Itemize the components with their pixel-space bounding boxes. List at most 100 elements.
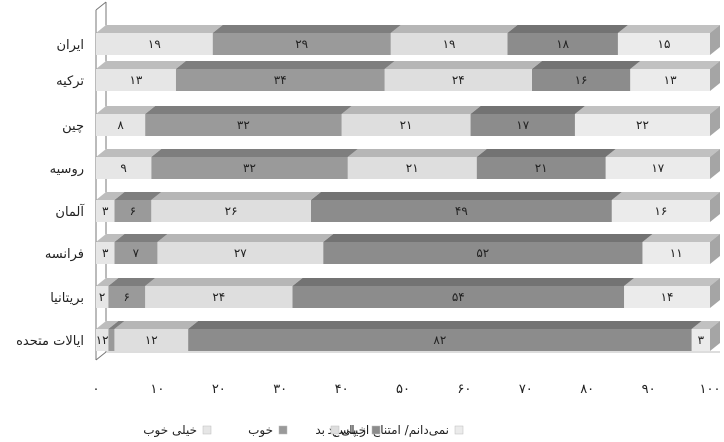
- bar-segment: ۹: [96, 149, 162, 179]
- bar-segment-front: [212, 33, 391, 55]
- bar-segment-top: [114, 321, 199, 329]
- bar-segment: ۱۸: [507, 25, 628, 55]
- bar-value-label: ۳۲: [243, 161, 256, 175]
- bar-side: [710, 25, 720, 55]
- bar-segment-front: [691, 329, 710, 351]
- bar-segment-front: [145, 286, 293, 308]
- bar-segment-top: [108, 321, 125, 329]
- bar-side: [710, 278, 720, 308]
- bar-segment-front: [151, 200, 311, 222]
- bar-segment: ۱۷: [470, 106, 585, 136]
- frame-floor-edge: [95, 351, 107, 361]
- bar-value-label: ۱۲: [145, 333, 158, 347]
- legend-swatch: [330, 425, 340, 435]
- legend-label: بد: [315, 423, 325, 437]
- bar-segment: ۲۴: [384, 61, 542, 91]
- category-label: آلمان: [55, 203, 85, 220]
- bar-value-label: ۵۲: [476, 246, 489, 260]
- bar-segment-top: [323, 234, 653, 242]
- bar-side: [710, 321, 720, 351]
- bar-segment-top: [145, 106, 352, 114]
- bar-value-label: ۱۴: [661, 290, 674, 304]
- bar-segment-top: [630, 61, 720, 69]
- legend-swatch: [202, 425, 212, 435]
- bar-value-label: ۲۷: [234, 246, 247, 260]
- bar-segment-top: [531, 61, 641, 69]
- bar-segment: ۲۶: [151, 192, 321, 222]
- bar-value-label: ۱۷: [651, 161, 664, 175]
- bar-segment-top: [188, 321, 702, 329]
- bar-segment: ۶: [114, 192, 162, 222]
- category-label: روسیه: [50, 162, 84, 177]
- bar-segment-top: [611, 192, 720, 200]
- bar-segment: ۱۷: [605, 149, 720, 179]
- x-tick-label: ۷۰: [519, 382, 533, 397]
- bar-value-label: ۸۲: [433, 333, 446, 347]
- bar-value-label: ۳: [102, 246, 109, 260]
- bar-segment-top: [96, 321, 119, 329]
- x-tick-label: ۹۰: [642, 382, 656, 397]
- bar-segment-front: [624, 286, 710, 308]
- bar-value-label: ۱۶: [575, 73, 588, 87]
- legend-item: خیلی خوب: [143, 423, 212, 438]
- bar-segment-front: [531, 69, 631, 91]
- bar-value-label: ۴۹: [455, 204, 468, 218]
- bar-segment-front: [96, 200, 115, 222]
- bar-value-label: ۱۲: [96, 333, 109, 347]
- bar-segment-top: [390, 25, 518, 33]
- bar-segment-top: [605, 149, 720, 157]
- bar-value-label: ۱۹: [148, 37, 161, 51]
- bar-segment-front: [96, 69, 176, 91]
- bar-segment-top: [617, 25, 720, 33]
- bar-segment: ۱۲: [96, 321, 119, 351]
- bar-value-label: ۳: [698, 333, 705, 347]
- bar-segment-top: [114, 192, 162, 200]
- bars-group: ۱۵۱۸۱۹۲۹۱۹۱۳۱۶۲۴۳۴۱۳۲۲۱۷۲۱۳۲۸۱۷۲۱۲۱۳۲۹۱۶…: [96, 25, 720, 351]
- bar-segment-front: [470, 114, 575, 136]
- bar-segment-top: [114, 234, 168, 242]
- bar-segment: ۷: [114, 234, 168, 264]
- bar-segment-front: [390, 33, 508, 55]
- bar-value-label: ۲: [99, 290, 105, 304]
- bar-segment: ۱۹: [96, 25, 223, 55]
- bar-segment-front: [151, 157, 348, 179]
- bar-segment-front: [96, 329, 109, 351]
- category-labels: ایران ترکیه چین روسیه آلمان فرانسه بریتانیا ایا…: [16, 38, 85, 349]
- bar-segment-top: [212, 25, 401, 33]
- bar-segment-front: [145, 114, 342, 136]
- bar-segment-front: [323, 242, 643, 264]
- bar-value-label: ۱۱: [670, 246, 683, 260]
- bar-segment-top: [96, 61, 186, 69]
- bar-segment-front: [96, 114, 146, 136]
- bar-value-label: ۳: [102, 204, 109, 218]
- category-label: ترکیه: [56, 74, 84, 89]
- x-tick-label: ۸۰: [580, 382, 594, 397]
- bar-segment: ۲۹: [212, 25, 401, 55]
- bar-segment-front: [384, 69, 532, 91]
- bar-segment-top: [574, 106, 720, 114]
- bar-segment-front: [114, 242, 158, 264]
- bar-value-label: ۱۶: [654, 204, 667, 218]
- bar-value-label: ۱۷: [516, 118, 529, 132]
- bar-segment-front: [114, 329, 189, 351]
- bar-segment: ۲۱: [476, 149, 616, 179]
- frame-top-edge: [95, 1, 107, 11]
- bar-segment: ۳۲: [151, 149, 358, 179]
- bar-segment-front: [611, 200, 710, 222]
- bar-segment: ۲: [96, 278, 119, 308]
- bar-segment: ۵۴: [292, 278, 635, 308]
- legend-swatch: [278, 425, 288, 435]
- bar-segment-front: [630, 69, 710, 91]
- bar-value-label: ۱۳: [129, 73, 142, 87]
- x-tick-label: ۲۰: [212, 382, 226, 397]
- bar-segment-top: [96, 25, 223, 33]
- x-axis-tick-labels: ۰ ۱۰ ۲۰ ۳۰ ۴۰ ۵۰ ۶۰ ۷۰ ۸۰ ۹۰ ۱۰۰: [93, 382, 721, 397]
- bar-segment-top: [151, 149, 358, 157]
- bar-segment-front: [96, 33, 213, 55]
- bar-segment-top: [151, 192, 321, 200]
- bar-segment-top: [96, 106, 156, 114]
- legend-label: خوب: [248, 423, 273, 438]
- bar-value-label: ۸: [117, 118, 124, 132]
- bar-segment: ۶: [108, 278, 156, 308]
